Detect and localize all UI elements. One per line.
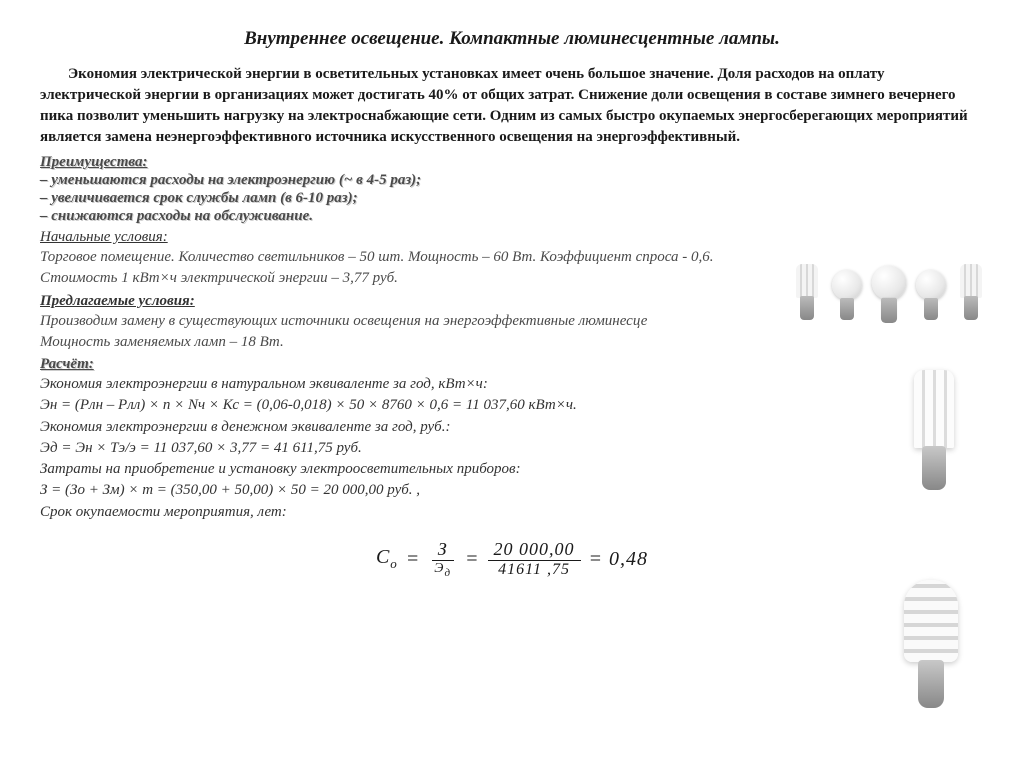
calc-line: Срок окупаемости мероприятия, лет: — [40, 502, 984, 522]
cfl-tube-bulb-icon — [904, 370, 964, 500]
page-title: Внутреннее освещение. Компактные люминес… — [40, 28, 984, 50]
calc-line: Затраты на приобретение и установку элек… — [40, 459, 984, 479]
formula-result: = 0,48 — [589, 548, 649, 571]
cfl-spiral-bulb-icon — [898, 580, 964, 720]
payback-formula: Со = З Эд = 20 000,00 41611 ,75 = 0,48 — [40, 540, 984, 579]
advantage-item: – уменьшаются расходы на электроэнергию … — [40, 172, 984, 189]
formula-f2-num: 20 000,00 — [488, 540, 581, 561]
cfl-bulb-icon — [954, 260, 988, 330]
incandescent-bulb-icon — [828, 270, 866, 330]
formula-f2-den: 41611 ,75 — [492, 561, 576, 579]
calc-line: Эд = Эн × Тэ/э = 11 037,60 × 3,77 = 41 6… — [40, 438, 984, 458]
advantage-item: – увеличивается срок службы ламп (в 6-10… — [40, 190, 984, 207]
formula-lhs: С — [376, 546, 390, 568]
incandescent-bulb-icon — [867, 266, 911, 335]
calc-line: Эн = (Рлн – Рлл) × n × Nч × Кс = (0,06-0… — [40, 395, 984, 415]
calc-line: Экономия электроэнергии в натуральном эк… — [40, 374, 984, 394]
calc-line: З = (Зо + Зм) × m = (350,00 + 50,00) × 5… — [40, 480, 984, 500]
calculation-heading: Расчёт: — [40, 356, 984, 373]
formula-eq: = — [465, 548, 480, 571]
formula-f1-num: З — [432, 540, 454, 561]
formula-eq: = — [406, 548, 421, 571]
calc-line: Экономия электроэнергии в денежном эквив… — [40, 417, 984, 437]
intro-paragraph: Экономия электрической энергии в осветит… — [40, 64, 984, 148]
bulbs-group-icon — [784, 210, 994, 330]
cfl-bulb-icon — [790, 260, 824, 330]
incandescent-bulb-icon — [912, 270, 950, 330]
formula-lhs-sub: о — [390, 556, 398, 571]
formula-f1-den-sub: д — [444, 566, 451, 578]
advantages-heading: Преимущества: — [40, 154, 984, 171]
formula-f1-den: Э — [434, 561, 444, 576]
proposed-condition-line: Мощность заменяемых ламп – 18 Вт. — [40, 332, 984, 352]
